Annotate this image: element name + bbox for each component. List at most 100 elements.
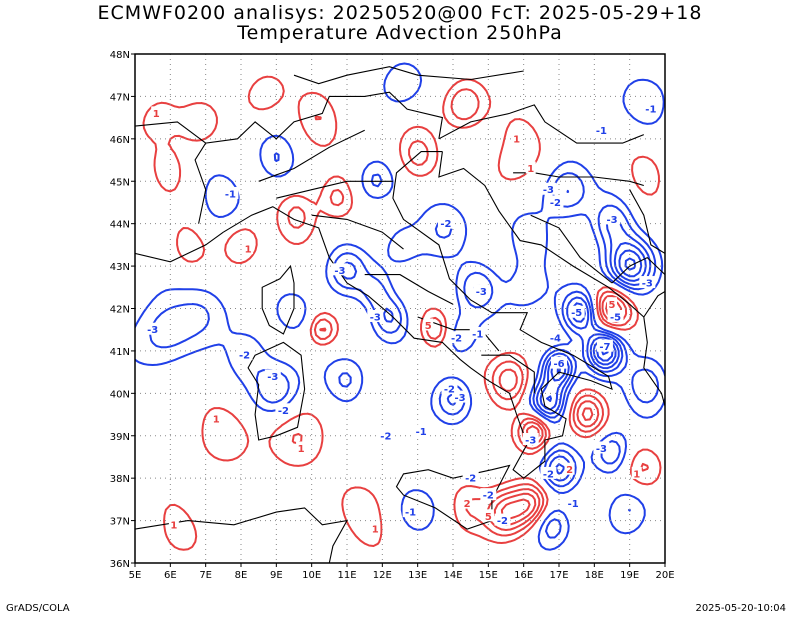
contour-label: -3 xyxy=(596,444,607,455)
contour-label: -2 xyxy=(543,469,554,480)
lon-tick-label: 18E xyxy=(585,570,604,581)
bosnia-border xyxy=(530,214,613,284)
contour-label: -3 xyxy=(606,215,617,226)
contour-label-bg xyxy=(462,496,473,509)
contour-label: -1 xyxy=(416,427,427,438)
contour-label: -5 xyxy=(610,312,621,323)
lon-tick-label: 6E xyxy=(164,570,177,581)
contour-label-bg xyxy=(222,186,239,199)
contour-label-bg xyxy=(413,424,430,437)
contour-label-bg xyxy=(469,326,486,339)
lon-tick-label: 14E xyxy=(443,570,462,581)
sicily-coastline xyxy=(395,464,511,530)
lon-tick-label: 8E xyxy=(235,570,248,581)
contour-label-bg xyxy=(565,496,582,509)
contour-label: 5 xyxy=(485,512,492,523)
cold-advection-contour xyxy=(135,62,665,551)
swiss-french-border xyxy=(135,121,207,144)
contour-label-bg xyxy=(564,462,575,475)
contour-labels: 1-11-3-3-2-31-211-1-2-2-3-2-3-1-111-55-5… xyxy=(144,102,659,536)
lon-tick-label: 7E xyxy=(199,570,212,581)
contour-label-bg xyxy=(296,441,307,454)
contour-label: -2 xyxy=(444,385,455,396)
france-coastline xyxy=(135,231,224,263)
contour-label: -2 xyxy=(278,406,289,417)
lat-tick-label: 40N xyxy=(110,389,130,400)
longitude-axis: 5E 6E 7E 8E 9E 10E 11E 12E 13E 14E 15E 16E 17E 18E 19E… xyxy=(129,563,675,581)
contour-label: -3 xyxy=(543,185,554,196)
contour-label-bg xyxy=(402,505,419,518)
lat-tick-label: 37N xyxy=(110,517,130,528)
lat-tick-label: 46N xyxy=(110,135,130,146)
contour-label: -4 xyxy=(550,334,561,345)
balkan-coastline xyxy=(438,151,665,407)
contour-label: -3 xyxy=(642,279,653,290)
contour-label-bg xyxy=(483,509,494,522)
contour-label-bg xyxy=(540,466,557,479)
montenegro-border xyxy=(611,256,665,284)
contour-label-bg xyxy=(473,284,490,297)
contour-label: 2 xyxy=(566,465,573,476)
contour-label-bg xyxy=(211,411,222,424)
italy-region-boundary xyxy=(276,180,393,199)
contour-label: 1 xyxy=(153,109,160,120)
serbia-border xyxy=(629,189,665,254)
contour-label: 1 xyxy=(298,444,305,455)
lon-tick-label: 10E xyxy=(302,570,321,581)
italy-region-boundary xyxy=(258,129,365,182)
lon-tick-label: 16E xyxy=(514,570,533,581)
albania-border xyxy=(643,291,665,318)
contour-label-bg xyxy=(540,182,557,195)
lon-tick-label: 17E xyxy=(549,570,568,581)
lon-tick-label: 9E xyxy=(270,570,283,581)
contour-label: 2 xyxy=(464,499,471,510)
contour-label: -2 xyxy=(380,431,391,442)
contour-label: -3 xyxy=(476,287,487,298)
contour-label: 5 xyxy=(609,300,616,311)
contour-label: -3 xyxy=(455,393,466,404)
lat-tick-label: 45N xyxy=(110,177,130,188)
lat-lon-grid xyxy=(135,54,665,563)
footer-timestamp: 2025-05-20-10:04 xyxy=(695,603,786,614)
contour-label: -1 xyxy=(596,126,607,137)
contour-label-bg xyxy=(151,106,162,119)
warm-advection-contour xyxy=(142,75,662,551)
contour-label: -1 xyxy=(405,508,416,519)
contour-label-bg xyxy=(494,513,511,526)
lon-tick-label: 5E xyxy=(129,570,142,581)
contour-label: -2 xyxy=(465,474,476,485)
map-title-line2: Temperature Advection 250hPa xyxy=(237,22,563,44)
contour-label: -2 xyxy=(239,351,250,362)
contour-label-bg xyxy=(437,216,454,229)
contour-label-bg xyxy=(168,517,179,530)
contour-label: 1 xyxy=(513,134,520,145)
contour-label: -6 xyxy=(553,359,564,370)
corsica-coastline xyxy=(261,264,295,335)
lat-tick-label: 36N xyxy=(110,559,130,570)
contour-label: -3 xyxy=(267,372,278,383)
lon-tick-label: 19E xyxy=(620,570,639,581)
contour-label: -3 xyxy=(334,266,345,277)
lon-tick-label: 12E xyxy=(373,570,392,581)
italy-coastline xyxy=(223,151,613,479)
contour-label-bg xyxy=(367,309,384,322)
lon-tick-label: 20E xyxy=(655,570,674,581)
contour-label: -1 xyxy=(568,499,579,510)
lat-tick-label: 44N xyxy=(110,220,130,231)
contour-label: 1 xyxy=(527,164,534,175)
contour-label-bg xyxy=(604,212,620,225)
contour-label: 1 xyxy=(633,469,640,480)
contour-label: -1 xyxy=(472,329,483,340)
contour-label: -2 xyxy=(483,491,494,502)
contour-label: -3 xyxy=(370,312,381,323)
contour-label-bg xyxy=(511,131,522,144)
contour-label: 5 xyxy=(425,321,432,332)
contour-label: -1 xyxy=(645,105,656,116)
contour-label-bg xyxy=(423,318,434,331)
lon-tick-label: 15E xyxy=(479,570,498,581)
contour-label-bg xyxy=(551,356,567,369)
contour-label-bg xyxy=(642,102,659,115)
slovenia-croatia-hungary-border xyxy=(438,104,645,144)
north-africa-coastline xyxy=(135,507,349,563)
